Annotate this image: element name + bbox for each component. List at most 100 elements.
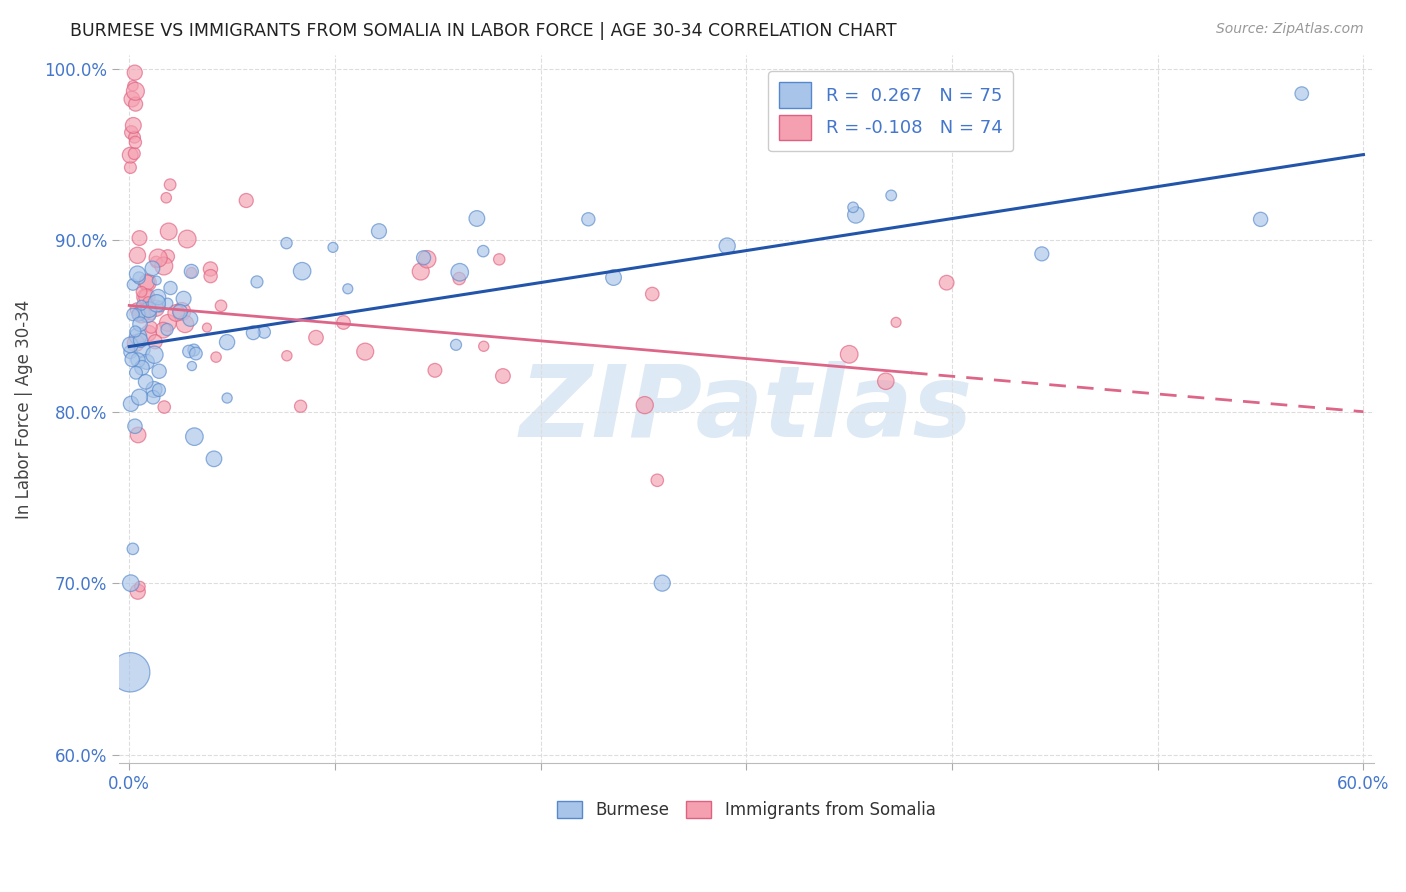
Point bbox=[122, 308, 145, 322]
Point bbox=[200, 262, 222, 277]
Point bbox=[416, 252, 439, 267]
Point bbox=[135, 375, 157, 389]
Point bbox=[180, 264, 202, 278]
Point bbox=[145, 301, 167, 316]
Point bbox=[634, 398, 657, 412]
Point bbox=[845, 208, 868, 222]
Point bbox=[134, 290, 156, 304]
Point bbox=[136, 307, 159, 321]
Point bbox=[121, 541, 143, 556]
Point bbox=[641, 287, 664, 301]
Point bbox=[276, 349, 298, 363]
Point bbox=[184, 346, 207, 360]
Point bbox=[174, 317, 197, 331]
Point bbox=[156, 316, 179, 330]
Point bbox=[472, 244, 495, 259]
Point bbox=[120, 125, 142, 139]
Point bbox=[139, 308, 162, 322]
Point bbox=[276, 236, 298, 251]
Point bbox=[131, 285, 153, 299]
Point bbox=[246, 275, 269, 289]
Point bbox=[205, 350, 228, 364]
Point bbox=[200, 269, 222, 284]
Point bbox=[132, 306, 155, 320]
Point bbox=[120, 338, 142, 352]
Point bbox=[127, 584, 149, 599]
Point bbox=[135, 355, 157, 369]
Point bbox=[131, 360, 153, 375]
Point bbox=[141, 261, 163, 276]
Point bbox=[124, 136, 146, 150]
Point bbox=[120, 161, 142, 175]
Point bbox=[176, 232, 198, 246]
Point bbox=[143, 348, 166, 362]
Point bbox=[128, 271, 150, 285]
Point bbox=[217, 391, 239, 405]
Point bbox=[209, 299, 232, 313]
Point bbox=[180, 359, 202, 373]
Point bbox=[146, 290, 169, 304]
Point bbox=[129, 317, 152, 331]
Point bbox=[716, 239, 738, 253]
Point bbox=[170, 304, 193, 318]
Point bbox=[138, 326, 160, 341]
Point bbox=[409, 264, 432, 278]
Point bbox=[148, 364, 170, 378]
Point bbox=[131, 307, 153, 321]
Point bbox=[122, 119, 145, 133]
Point bbox=[195, 320, 218, 334]
Point bbox=[127, 248, 149, 262]
Point bbox=[142, 390, 165, 404]
Point bbox=[183, 430, 205, 444]
Point bbox=[153, 259, 176, 273]
Text: Source: ZipAtlas.com: Source: ZipAtlas.com bbox=[1216, 22, 1364, 37]
Point bbox=[449, 271, 471, 285]
Point bbox=[127, 267, 149, 281]
Point bbox=[145, 255, 167, 269]
Point bbox=[124, 419, 146, 434]
Point bbox=[120, 148, 142, 162]
Point bbox=[153, 400, 176, 414]
Point bbox=[124, 130, 146, 145]
Text: ZIPatlas: ZIPatlas bbox=[520, 360, 973, 458]
Point bbox=[180, 266, 202, 280]
Point bbox=[156, 322, 179, 336]
Point bbox=[354, 344, 377, 359]
Point bbox=[124, 84, 146, 98]
Point bbox=[253, 325, 276, 339]
Point bbox=[838, 347, 860, 361]
Point bbox=[131, 298, 153, 312]
Point bbox=[449, 265, 471, 279]
Point bbox=[121, 92, 143, 106]
Point bbox=[127, 428, 149, 442]
Point bbox=[125, 302, 148, 317]
Point bbox=[124, 65, 146, 79]
Point bbox=[159, 178, 181, 192]
Point bbox=[305, 331, 328, 345]
Point bbox=[127, 308, 149, 322]
Point bbox=[423, 363, 446, 377]
Point bbox=[120, 576, 142, 591]
Point bbox=[120, 665, 142, 680]
Point bbox=[169, 304, 191, 318]
Point bbox=[488, 252, 510, 267]
Point bbox=[472, 339, 495, 353]
Point bbox=[120, 345, 142, 359]
Point bbox=[129, 580, 152, 594]
Point bbox=[159, 281, 181, 295]
Point bbox=[143, 383, 166, 397]
Point bbox=[141, 320, 163, 334]
Point bbox=[179, 311, 201, 326]
Point bbox=[125, 336, 148, 351]
Point bbox=[122, 78, 145, 93]
Point bbox=[129, 334, 152, 348]
Point bbox=[143, 334, 166, 349]
Point bbox=[138, 302, 160, 317]
Point bbox=[444, 338, 467, 352]
Point bbox=[465, 211, 488, 226]
Point bbox=[149, 300, 172, 314]
Point bbox=[332, 316, 354, 330]
Point bbox=[131, 343, 153, 357]
Point bbox=[217, 335, 239, 350]
Point bbox=[120, 397, 142, 411]
